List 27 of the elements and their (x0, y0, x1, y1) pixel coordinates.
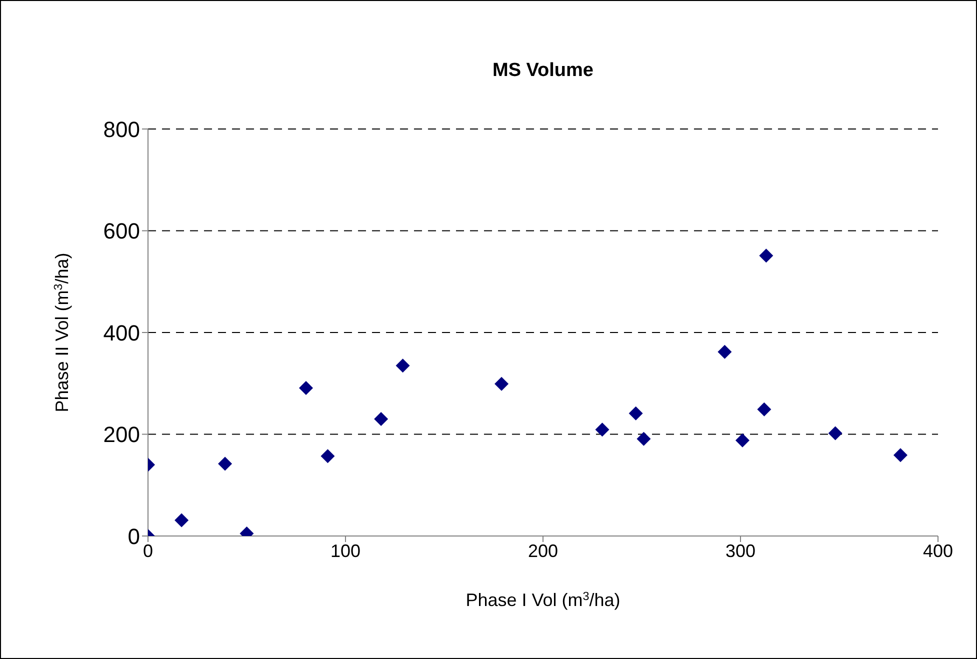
y-tick-label: 600 (103, 218, 140, 244)
point (320, 449, 335, 464)
point (494, 376, 509, 391)
point (299, 380, 313, 395)
point (396, 358, 410, 373)
y-tick-label: 200 (103, 422, 140, 448)
x-axis-title: Phase I Vol (m$^{3}$/ha) (466, 590, 620, 610)
x-tick-label: 0 (142, 540, 154, 561)
point (374, 412, 388, 426)
point (628, 406, 643, 420)
point (174, 513, 189, 528)
point (757, 402, 772, 416)
y-tick-label: 800 (103, 116, 140, 142)
y-tick-label: 400 (103, 320, 140, 346)
x-tick-label: 400 (922, 540, 954, 561)
x-tick-label: 200 (528, 540, 558, 561)
point (595, 422, 610, 437)
point (735, 433, 750, 448)
point (718, 344, 732, 359)
point (218, 456, 232, 471)
point (828, 426, 842, 440)
x-tick-label: 100 (330, 540, 361, 561)
x-tick-label: 300 (725, 540, 756, 561)
point (893, 448, 908, 462)
point (636, 432, 651, 446)
chart-title: MS Volume (492, 60, 594, 81)
point (759, 248, 774, 263)
